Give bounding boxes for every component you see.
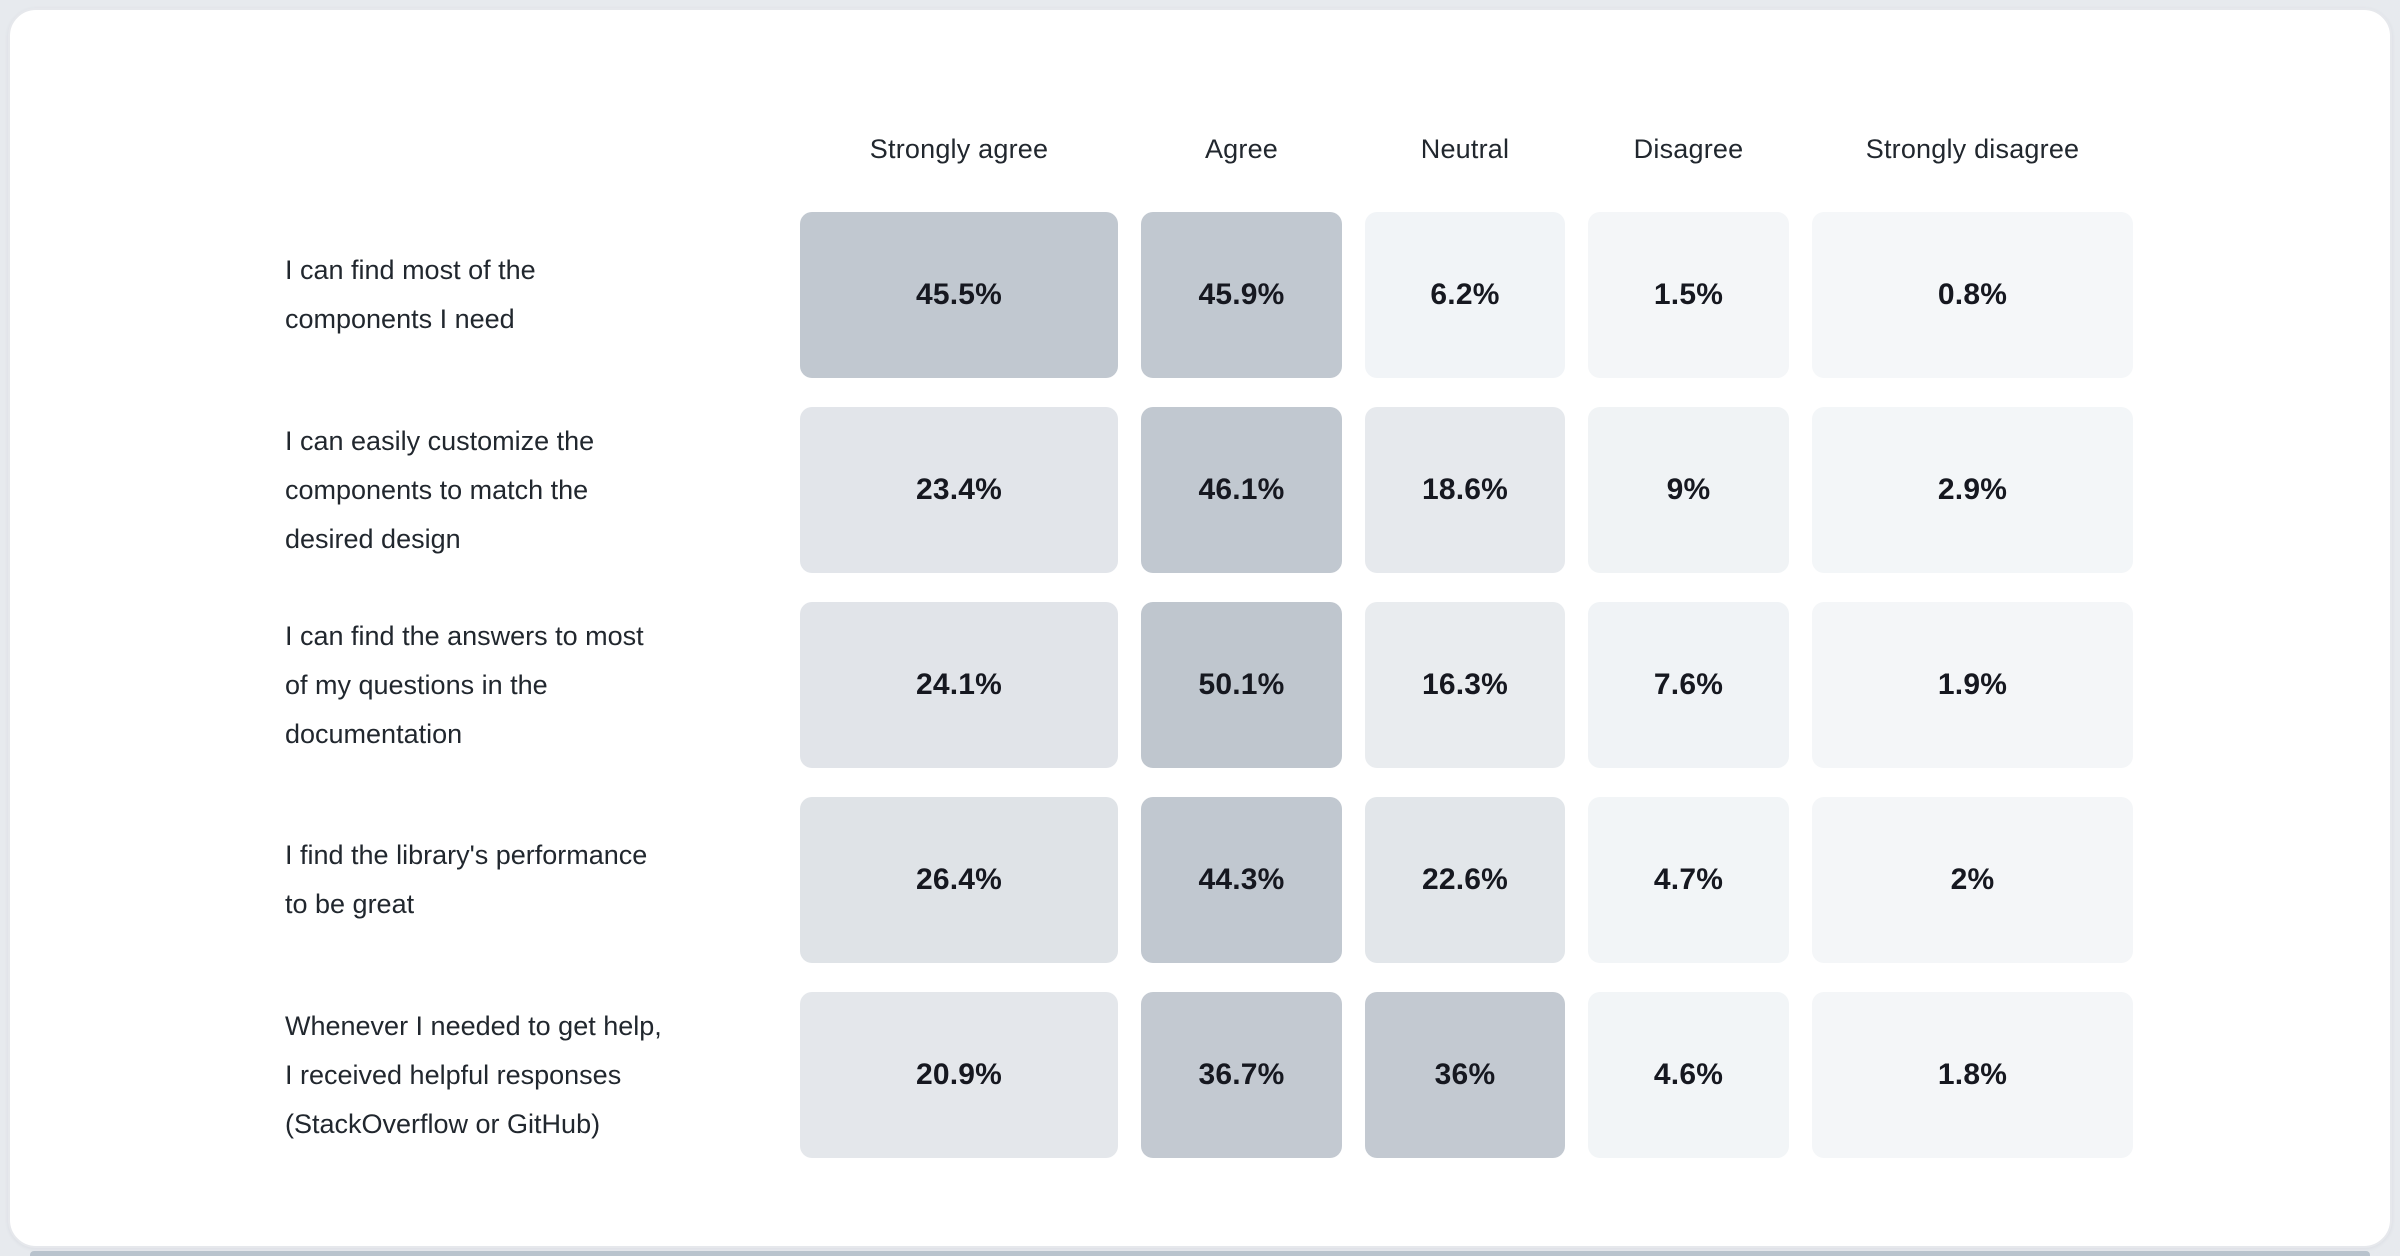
heatmap-cell: 36% xyxy=(1365,992,1565,1158)
heatmap-cell: 45.9% xyxy=(1141,212,1342,378)
column-header-strongly-agree: Strongly agree xyxy=(869,133,1049,164)
likert-heatmap: Strongly agree Agree Neutral Disagree St… xyxy=(285,115,2133,1158)
matrix-corner-spacer xyxy=(285,115,777,183)
row-label-line: I can find the answers to most xyxy=(285,620,644,651)
heatmap-cell: 4.7% xyxy=(1588,797,1789,963)
heatmap-cell: 18.6% xyxy=(1365,407,1565,573)
heatmap-cell: 16.3% xyxy=(1365,602,1565,768)
heatmap-cell: 20.9% xyxy=(800,992,1118,1158)
row-label-line: to be great xyxy=(285,889,415,919)
row-label-line: I can find most of the xyxy=(285,255,536,285)
survey-results-card: Strongly agree Agree Neutral Disagree St… xyxy=(8,8,2392,1248)
heatmap-cell: 9% xyxy=(1588,407,1789,573)
heatmap-cell: 2.9% xyxy=(1812,407,2133,573)
heatmap-cell: 36.7% xyxy=(1141,992,1342,1158)
heatmap-cell: 44.3% xyxy=(1141,797,1342,963)
column-header-agree: Agree xyxy=(1204,133,1279,164)
heatmap-cell: 2% xyxy=(1812,797,2133,963)
row-label-line: components I need xyxy=(285,304,515,334)
heatmap-cell: 1.5% xyxy=(1588,212,1789,378)
row-label-line: (StackOverflow or GitHub) xyxy=(285,1108,601,1139)
heatmap-cell: 1.9% xyxy=(1812,602,2133,768)
row-label-line: documentation xyxy=(285,718,463,749)
row-label-line: Whenever I needed to get help, xyxy=(285,1010,662,1041)
row-label-helpful-responses: Whenever I needed to get help, I receive… xyxy=(285,992,777,1158)
heatmap-cell: 7.6% xyxy=(1588,602,1789,768)
heatmap-cell: 45.5% xyxy=(800,212,1118,378)
heatmap-cell: 4.6% xyxy=(1588,992,1789,1158)
heatmap-cell: 23.4% xyxy=(800,407,1118,573)
row-label-customize-components: I can easily customize the components to… xyxy=(285,407,777,573)
heatmap-cell: 50.1% xyxy=(1141,602,1342,768)
heatmap-cell: 46.1% xyxy=(1141,407,1342,573)
heatmap-cell: 0.8% xyxy=(1812,212,2133,378)
row-label-line: I can easily customize the xyxy=(285,425,595,456)
row-label-library-performance: I find the library's performance to be g… xyxy=(285,797,777,963)
row-label-line: I received helpful responses xyxy=(285,1059,622,1090)
column-header-strongly-disagree: Strongly disagree xyxy=(1865,133,2080,164)
row-label-line: components to match the xyxy=(285,474,589,505)
row-label-line: desired design xyxy=(285,523,461,554)
heatmap-cell: 22.6% xyxy=(1365,797,1565,963)
next-card-top-edge xyxy=(30,1251,2370,1256)
column-header-disagree: Disagree xyxy=(1633,133,1744,164)
column-header-neutral: Neutral xyxy=(1420,133,1510,164)
heatmap-cell: 6.2% xyxy=(1365,212,1565,378)
row-label-line: of my questions in the xyxy=(285,669,548,700)
heatmap-cell: 24.1% xyxy=(800,602,1118,768)
row-label-documentation-answers: I can find the answers to most of my que… xyxy=(285,602,777,768)
heatmap-cell: 1.8% xyxy=(1812,992,2133,1158)
row-label-find-components: I can find most of the components I need xyxy=(285,212,777,378)
row-label-line: I find the library's performance xyxy=(285,840,648,870)
heatmap-cell: 26.4% xyxy=(800,797,1118,963)
